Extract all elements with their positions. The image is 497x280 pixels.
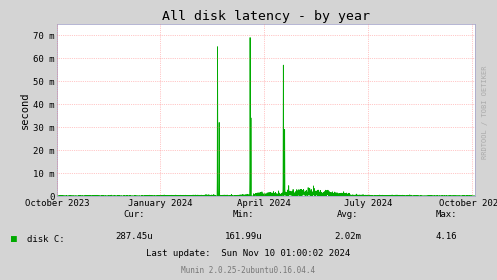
Text: disk C:: disk C: xyxy=(27,235,65,244)
Text: 2.02m: 2.02m xyxy=(334,232,361,241)
Text: Cur:: Cur: xyxy=(123,210,145,219)
Text: ■: ■ xyxy=(11,234,17,244)
Text: 161.99u: 161.99u xyxy=(225,232,262,241)
Text: Min:: Min: xyxy=(233,210,254,219)
Title: All disk latency - by year: All disk latency - by year xyxy=(162,10,370,23)
Text: RRDTOOL / TOBI OETIKER: RRDTOOL / TOBI OETIKER xyxy=(482,65,488,159)
Text: Avg:: Avg: xyxy=(337,210,359,219)
Text: Max:: Max: xyxy=(436,210,457,219)
Text: 287.45u: 287.45u xyxy=(115,232,153,241)
Text: 4.16: 4.16 xyxy=(436,232,457,241)
Y-axis label: second: second xyxy=(20,91,30,129)
Text: Munin 2.0.25-2ubuntu0.16.04.4: Munin 2.0.25-2ubuntu0.16.04.4 xyxy=(181,266,316,275)
Text: Last update:  Sun Nov 10 01:00:02 2024: Last update: Sun Nov 10 01:00:02 2024 xyxy=(147,249,350,258)
